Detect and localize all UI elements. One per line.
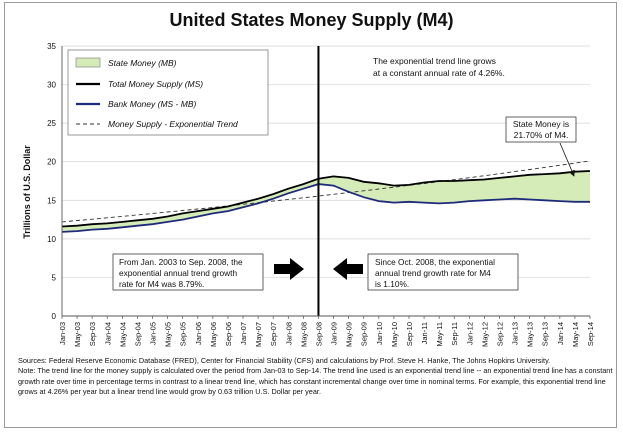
x-tick-label: May-14 [571, 322, 580, 347]
legend: State Money (MB) Total Money Supply (MS)… [67, 49, 269, 136]
x-tick-label: Sep-13 [541, 322, 550, 346]
legend-label-state-money: State Money (MB) [108, 58, 177, 68]
y-tick-label: 30 [47, 81, 56, 90]
bank-money-line [61, 183, 590, 233]
annotation-pre-period-line3: rate for M4 was 8.79%. [119, 279, 204, 289]
y-tick-labels: 0 5 10 15 20 25 30 35 [47, 42, 56, 321]
x-tick-label: Jan-03 [58, 322, 67, 345]
chart-svg: Jan-03 May-03 Sep-03 Jan-04 May-04 Sep-04 Jan-… [22, 42, 595, 347]
x-tick-label: Jan-08 [284, 322, 293, 345]
annotation-state-share-line1: State Money is [513, 119, 569, 129]
x-tick-label: Sep-11 [450, 322, 459, 346]
x-tick-label: Sep-08 [314, 322, 323, 346]
legend-label-bank-money: Bank Money (MS - MB) [108, 99, 196, 109]
legend-label-trend: Money Supply - Exponential Trend [108, 119, 238, 129]
y-tick-label: 20 [47, 158, 56, 167]
x-tick-label: Jan-07 [239, 322, 248, 345]
annotation-post-period: Since Oct. 2008, the exponential annual … [367, 253, 519, 291]
y-axis-label: Trillions of U.S. Dollar [22, 145, 32, 239]
annotation-state-share-line2: 21.70% of M4. [514, 130, 569, 140]
arrow-right-icon [274, 258, 304, 280]
area-layer [62, 171, 590, 232]
x-tick-label: Sep-07 [269, 322, 278, 346]
y-tick-label: 10 [47, 235, 56, 244]
x-tick-label: Jan-13 [511, 322, 520, 345]
notes: Sources: Federal Reserve Economic Databa… [18, 356, 614, 398]
x-tick-labels: Jan-03 May-03 Sep-03 Jan-04 May-04 Sep-04 Jan-… [58, 322, 595, 347]
x-tick-label: Sep-04 [133, 322, 142, 346]
x-tick-label: May-12 [480, 322, 489, 347]
x-tick-label: May-04 [118, 322, 127, 347]
x-tick-label: Jan-11 [420, 322, 429, 344]
x-tick-label: Jan-06 [194, 322, 203, 345]
annotation-pre-period: From Jan. 2003 to Sep. 2008, the exponen… [112, 253, 264, 291]
x-tick-label: May-09 [345, 322, 354, 347]
x-tick-label: Jan-04 [103, 322, 112, 345]
annotation-state-share: State Money is 21.70% of M4. [505, 116, 577, 177]
x-tick-label: Sep-06 [224, 322, 233, 346]
x-tick-label: May-05 [164, 322, 173, 347]
total-money-line [61, 170, 591, 228]
annotation-post-period-line1: Since Oct. 2008, the exponential [375, 257, 495, 267]
x-tick-label: May-10 [390, 322, 399, 347]
annotation-trend-growth-line2: at a constant annual rate of 4.26%. [373, 68, 505, 78]
state-money-area [62, 171, 590, 232]
y-tick-label: 15 [47, 196, 56, 205]
annotation-state-share-pointer [559, 142, 575, 177]
notes-note: Note: The trend line for the money suppl… [18, 366, 613, 397]
annotation-pre-period-line1: From Jan. 2003 to Sep. 2008, the [119, 257, 243, 267]
x-tick-label: Jan-12 [465, 322, 474, 345]
y-tick-label: 35 [47, 42, 56, 51]
x-tick-label: Jan-10 [375, 322, 384, 345]
y-tick-label: 5 [52, 273, 57, 282]
x-tick-label: May-13 [526, 322, 535, 347]
x-tick-label: Jan-14 [556, 322, 565, 345]
x-tick-label: Sep-05 [179, 322, 188, 346]
annotation-post-period-line2: annual trend growth rate for M4 [375, 268, 491, 278]
axes [61, 46, 591, 319]
x-tick-label: Sep-03 [88, 322, 97, 346]
x-tick-label: May-03 [73, 322, 82, 347]
line-layer [61, 46, 591, 316]
arrow-left-icon [333, 258, 363, 280]
x-tick-label: Sep-09 [360, 322, 369, 346]
x-tick-label: Sep-14 [586, 322, 595, 346]
trend-line [61, 160, 591, 223]
x-tick-label: May-06 [209, 322, 218, 347]
notes-sources: Sources: Federal Reserve Economic Databa… [18, 356, 551, 365]
x-tick-label: Sep-12 [495, 322, 504, 346]
y-tick-label: 0 [52, 312, 57, 321]
x-tick-label: May-07 [254, 322, 263, 347]
annotation-post-period-line3: is 1.10%. [375, 279, 409, 289]
legend-label-total-money: Total Money Supply (MS) [108, 79, 203, 89]
legend-box [67, 49, 269, 136]
legend-swatch-state-money [75, 57, 101, 68]
y-tick-label: 25 [47, 119, 56, 128]
annotation-trend-growth: The exponential trend line grows at a co… [365, 54, 545, 80]
x-tick-label: May-11 [435, 322, 444, 346]
x-tick-label: Jan-09 [330, 322, 339, 345]
x-tick-label: May-08 [299, 322, 308, 347]
x-tick-label: Sep-10 [405, 322, 414, 346]
chart-title: United States Money Supply (M4) [169, 10, 454, 30]
annotation-trend-growth-line1: The exponential trend line grows [373, 56, 496, 66]
annotation-pre-period-line2: exponential annual trend growth [119, 268, 237, 278]
x-tick-label: Jan-05 [149, 322, 158, 345]
